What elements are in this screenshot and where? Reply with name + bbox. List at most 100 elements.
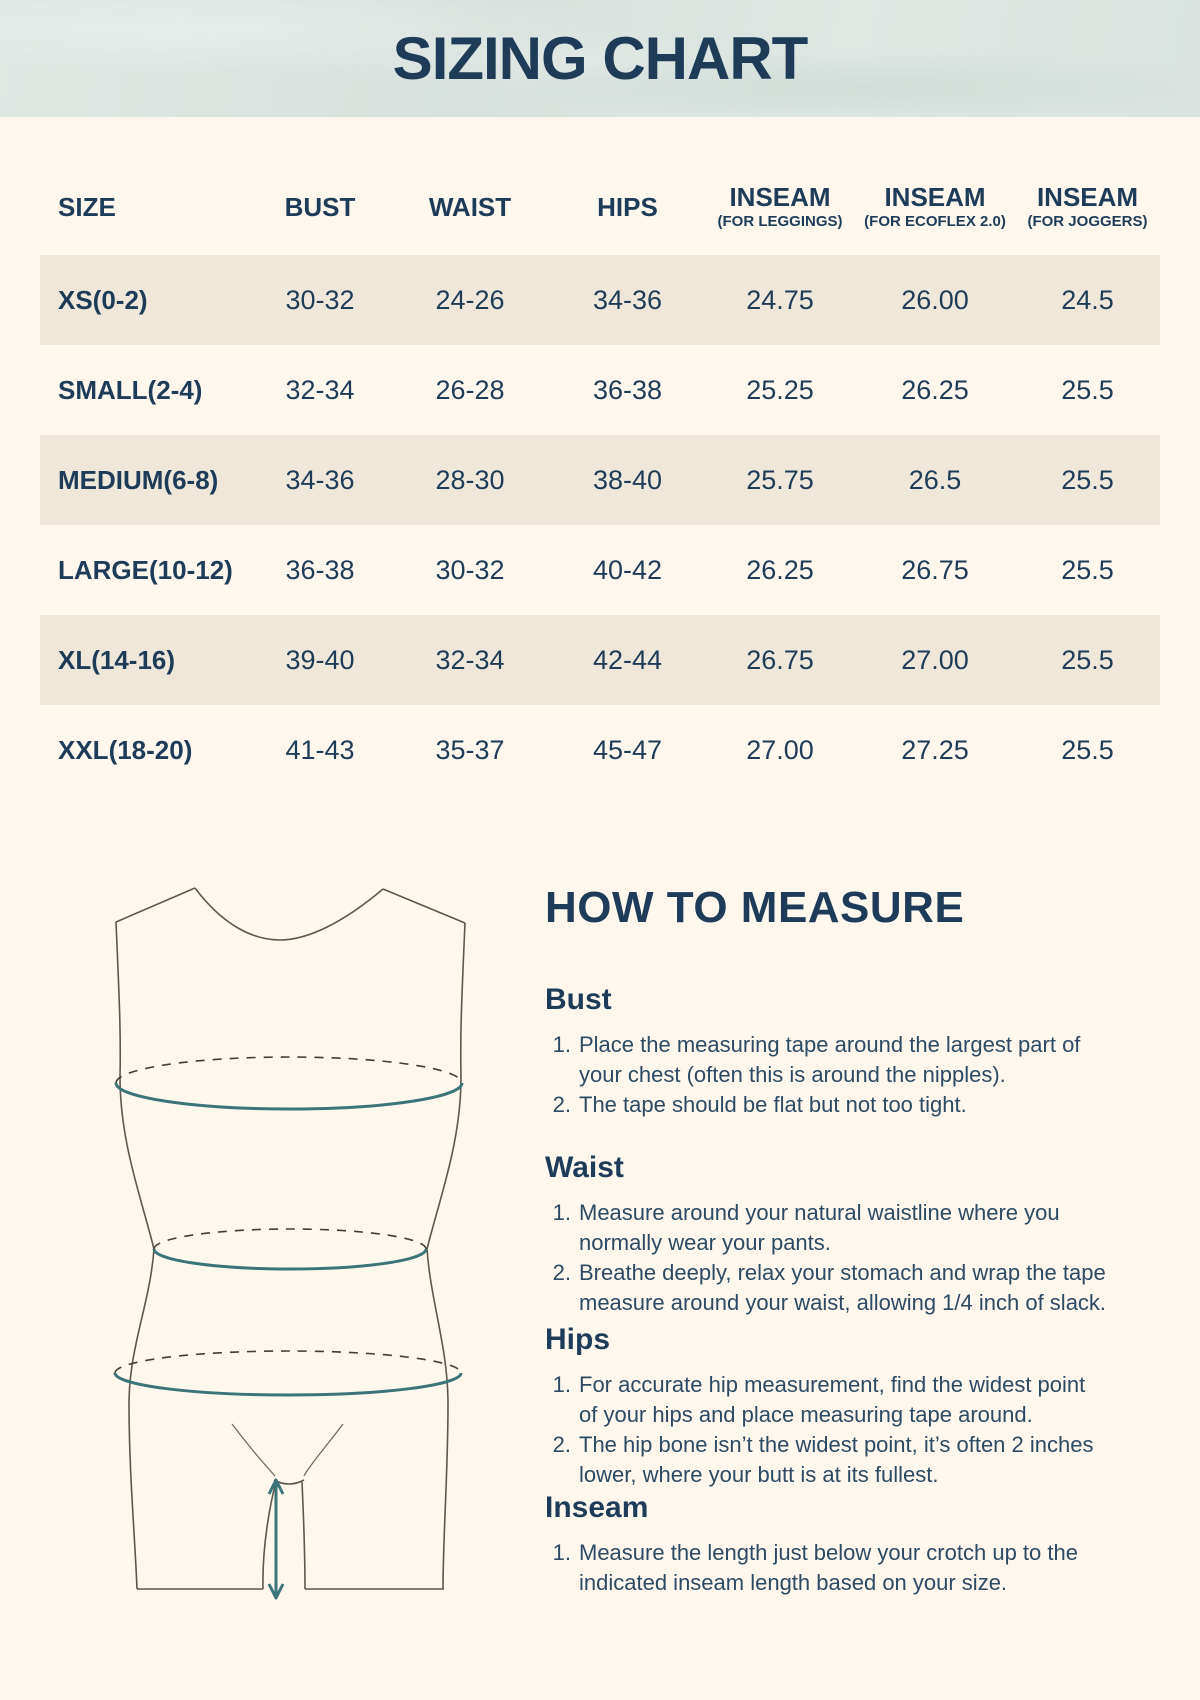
value-cell: 39-40	[285, 644, 355, 675]
step-number: 1.	[552, 1200, 571, 1225]
value-cell: 27.00	[901, 644, 969, 675]
neckline-outline	[194, 887, 384, 941]
sizing-table: SIZE BUST WAIST HIPS INSEAM (FOR LEGGING…	[40, 180, 1160, 795]
measure-step: 1. For accurate hip measurement, find the…	[545, 1370, 1125, 1430]
waist-ring-back	[153, 1228, 427, 1250]
value-cell: 25.5	[1061, 464, 1114, 495]
step-text: For accurate hip measurement, find the w…	[579, 1372, 1086, 1427]
value-cell: 25.5	[1061, 734, 1114, 765]
measure-steps: 1. For accurate hip measurement, find the…	[545, 1370, 1125, 1490]
measure-section-waist: Waist 1. Measure around your natural waist…	[545, 1150, 1125, 1318]
value-cell: 24.75	[746, 284, 814, 315]
step-number: 2.	[552, 1091, 571, 1117]
value-cell: 30-32	[435, 554, 505, 585]
value-cell: 41-43	[285, 734, 355, 765]
table-row: XS(0-2) 30-32 24-26 34-36 24.75 26.00 24.5	[40, 255, 1160, 345]
step-number: 2.	[552, 1431, 571, 1457]
value-cell: 42-44	[592, 644, 663, 675]
left-inner-leg-outline	[262, 1481, 277, 1590]
inseam-arrow-down-head	[267, 1583, 285, 1600]
value-cell: 25.5	[1061, 374, 1114, 405]
right-side-outline	[426, 922, 466, 1590]
value-cell: 25.5	[1061, 644, 1114, 675]
step-text: The hip bone isn’t the widest point, it’…	[579, 1431, 1094, 1487]
value-cell: 40-42	[592, 554, 663, 585]
left-shoulder-outline	[115, 887, 196, 923]
step-number: 1.	[552, 1540, 571, 1565]
bust-ring-back	[115, 1056, 463, 1084]
table-row: MEDIUM(6-8) 34-36 28-30 38-40 25.75 26.5 25.5	[40, 435, 1160, 525]
hips-ring-front	[113, 1372, 463, 1397]
value-cell: 26.75	[901, 554, 969, 585]
measure-step: 2. The tape should be flat but not too ti…	[545, 1090, 1125, 1120]
page-title: SIZING CHART	[392, 24, 809, 92]
measure-step: 2. The hip bone isn’t the widest point, i…	[545, 1430, 1125, 1490]
value-cell: 26.75	[746, 644, 814, 675]
value-cell: 35-37	[435, 734, 505, 765]
banner: SIZING CHART	[0, 0, 1200, 117]
table-row: LARGE(10-12) 36-38 30-32 40-42 26.25 26.75 25.…	[40, 525, 1160, 615]
value-cell: 36-38	[285, 554, 355, 585]
column-header-inseam-ecoflex: INSEAM (FOR ECOFLEX 2.0)	[864, 181, 1006, 231]
step-text: The tape should be flat but not too tigh…	[579, 1091, 967, 1117]
right-crotch-crease	[303, 1423, 344, 1477]
value-cell: 34-36	[592, 284, 663, 315]
value-cell: 28-30	[435, 464, 505, 495]
section-heading: Hips	[545, 1323, 611, 1356]
value-cell: 25.5	[1061, 554, 1114, 585]
value-cell: 38-40	[592, 464, 663, 495]
step-text: Place the measuring tape around the larg…	[579, 1032, 1081, 1087]
value-cell: 26.25	[746, 554, 814, 585]
measure-step: 1. Place the measuring tape around the la…	[545, 1030, 1125, 1090]
step-number: 1.	[552, 1032, 571, 1057]
measure-section-bust: Bust 1. Place the measuring tape around th…	[545, 982, 1125, 1120]
table-row: XL(14-16) 39-40 32-34 42-44 26.75 27.00 25.5	[40, 615, 1160, 705]
value-cell: 34-36	[285, 464, 355, 495]
value-cell: 30-32	[285, 284, 355, 315]
size-cell: LARGE(10-12)	[58, 554, 233, 585]
value-cell: 24-26	[435, 284, 505, 315]
table-header-row: SIZE BUST WAIST HIPS INSEAM (FOR LEGGING…	[40, 180, 1160, 235]
left-crotch-crease	[231, 1423, 276, 1477]
size-cell: MEDIUM(6-8)	[58, 464, 219, 495]
step-text: Breathe deeply, relax your stomach and w…	[579, 1259, 1107, 1315]
step-text: Measure the length just below your crotc…	[579, 1540, 1078, 1595]
step-text: Measure around your natural waistline wh…	[579, 1200, 1060, 1255]
column-header-inseam-leggings: INSEAM (FOR LEGGINGS)	[717, 181, 843, 231]
measure-steps: 1. Place the measuring tape around the la…	[545, 1030, 1125, 1120]
right-shoulder-outline	[382, 888, 466, 924]
measure-step: 2. Breathe deeply, relax your stomach and…	[545, 1258, 1125, 1318]
column-header-waist: WAIST	[428, 191, 512, 222]
how-to-measure-section: HOW TO MEASURE Bust 1. Place the measuring…	[545, 810, 1125, 1700]
measure-steps: 1. Measure the length just below your cro…	[545, 1538, 1125, 1598]
section-heading: Waist	[545, 1151, 624, 1184]
section-heading: Bust	[545, 983, 612, 1016]
measure-step: 1. Measure around your natural waistline …	[545, 1198, 1125, 1258]
table-row: SMALL(2-4) 32-34 26-28 36-38 25.25 26.25 25.5	[40, 345, 1160, 435]
bust-ring-front	[114, 1082, 464, 1111]
measure-section-hips: Hips 1. For accurate hip measurement, find…	[545, 1322, 1125, 1490]
value-cell: 25.75	[746, 464, 814, 495]
hips-ring-back	[114, 1350, 462, 1374]
waist-ring-front	[152, 1248, 428, 1271]
column-header-bust: BUST	[284, 191, 356, 222]
value-cell: 26-28	[435, 374, 505, 405]
inseam-arrow-up-head	[267, 1478, 285, 1495]
table-body: XS(0-2) 30-32 24-26 34-36 24.75 26.00 24.5 SMAL…	[40, 255, 1160, 795]
value-cell: 36-38	[592, 374, 663, 405]
step-number: 1.	[552, 1372, 571, 1397]
value-cell: 26.5	[908, 464, 962, 495]
value-cell: 27.25	[901, 734, 969, 765]
size-cell: XS(0-2)	[58, 284, 148, 315]
column-header-hips: HIPS	[597, 191, 658, 222]
value-cell: 26.25	[901, 374, 969, 405]
right-inner-leg-outline	[301, 1481, 306, 1590]
value-cell: 26.00	[901, 284, 969, 315]
size-cell: XXL(18-20)	[58, 734, 193, 765]
section-heading: Inseam	[545, 1491, 649, 1524]
measure-steps: 1. Measure around your natural waistline …	[545, 1198, 1125, 1318]
column-header-inseam-joggers: INSEAM (FOR JOGGERS)	[1027, 181, 1148, 231]
size-cell: SMALL(2-4)	[58, 374, 203, 405]
measure-step: 1. Measure the length just below your cro…	[545, 1538, 1125, 1598]
left-side-outline	[115, 921, 155, 1590]
